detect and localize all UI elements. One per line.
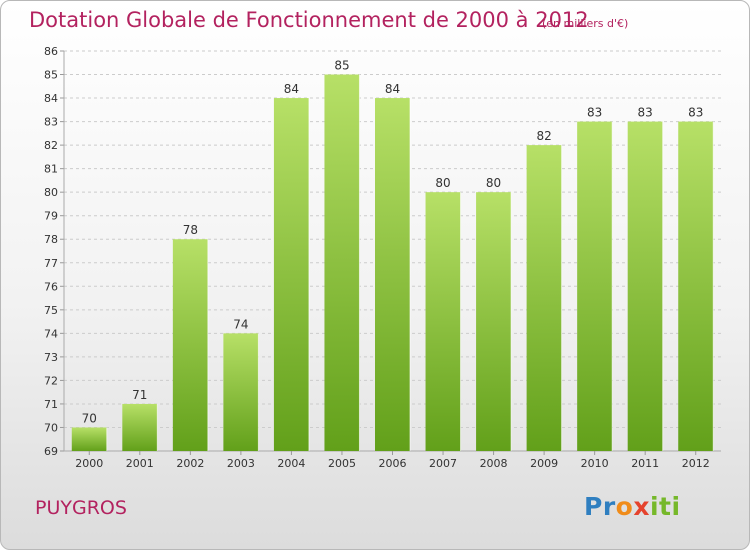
y-tick-label: 76: [44, 280, 58, 293]
bar-2010: [577, 121, 613, 452]
bar-2004: [273, 98, 309, 451]
bar-2003: [223, 333, 259, 451]
value-label-2011: 83: [638, 106, 653, 120]
value-label-2008: 80: [486, 176, 501, 190]
chart-subtitle: (en milliers d'€): [542, 17, 629, 30]
y-tick-label: 86: [44, 45, 58, 58]
x-tick-label-2011: 2011: [631, 457, 659, 470]
y-tick-label: 80: [44, 186, 58, 199]
x-tick-label-2000: 2000: [75, 457, 103, 470]
x-tick-label-2010: 2010: [581, 457, 609, 470]
bar-2012: [678, 121, 714, 452]
logo-part-3: x: [633, 492, 650, 521]
value-label-2004: 84: [284, 82, 299, 96]
y-tick-label: 78: [44, 233, 58, 246]
value-label-2003: 74: [233, 317, 248, 331]
y-tick-label: 85: [44, 69, 58, 82]
x-tick-label-2003: 2003: [227, 457, 255, 470]
y-tick-label: 71: [44, 398, 58, 411]
y-tick-label: 82: [44, 139, 58, 152]
proxiti-logo: Proxiti: [584, 492, 681, 521]
bar-2006: [375, 98, 410, 451]
value-label-2001: 71: [132, 388, 147, 402]
x-tick-label-2005: 2005: [328, 457, 356, 470]
x-tick-label-2002: 2002: [176, 457, 204, 470]
y-tick-label: 73: [44, 351, 58, 364]
y-tick-label: 83: [44, 116, 58, 129]
x-tick-label-2004: 2004: [277, 457, 305, 470]
x-tick-label-2012: 2012: [682, 457, 710, 470]
y-tick-label: 69: [44, 445, 58, 458]
value-label-2002: 78: [183, 223, 198, 237]
y-tick-label: 75: [44, 304, 58, 317]
chart-title: Dotation Globale de Fonctionnement de 20…: [29, 8, 589, 32]
x-tick-label-2008: 2008: [480, 457, 508, 470]
bar-2011: [627, 121, 663, 452]
value-label-2009: 82: [536, 129, 551, 143]
y-tick-label: 72: [44, 374, 58, 387]
logo-part-2: o: [615, 492, 634, 521]
logo-part-4: iti: [649, 492, 681, 521]
value-label-2000: 70: [82, 411, 97, 425]
x-tick-label-2006: 2006: [379, 457, 407, 470]
y-tick-label: 81: [44, 163, 58, 176]
bar-2005: [324, 74, 360, 451]
y-tick-label: 74: [44, 327, 58, 340]
x-tick-label-2009: 2009: [530, 457, 558, 470]
bar-2009: [526, 145, 562, 451]
bar-2001: [122, 403, 158, 451]
bar-2000: [71, 427, 107, 451]
value-label-2006: 84: [385, 82, 400, 96]
value-label-2012: 83: [688, 106, 703, 120]
bar-2007: [425, 192, 461, 452]
value-label-2007: 80: [435, 176, 450, 190]
logo-part-1: Pr: [584, 492, 616, 521]
bar-2002: [172, 239, 208, 451]
y-tick-label: 70: [44, 421, 58, 434]
value-label-2005: 85: [334, 59, 349, 73]
y-tick-label: 84: [44, 92, 58, 105]
commune-name: PUYGROS: [35, 497, 127, 519]
bar-2008: [476, 192, 512, 452]
y-tick-label: 79: [44, 210, 58, 223]
x-tick-label-2001: 2001: [126, 457, 154, 470]
value-label-2010: 83: [587, 106, 602, 120]
y-tick-label: 77: [44, 257, 58, 270]
x-tick-label-2007: 2007: [429, 457, 457, 470]
